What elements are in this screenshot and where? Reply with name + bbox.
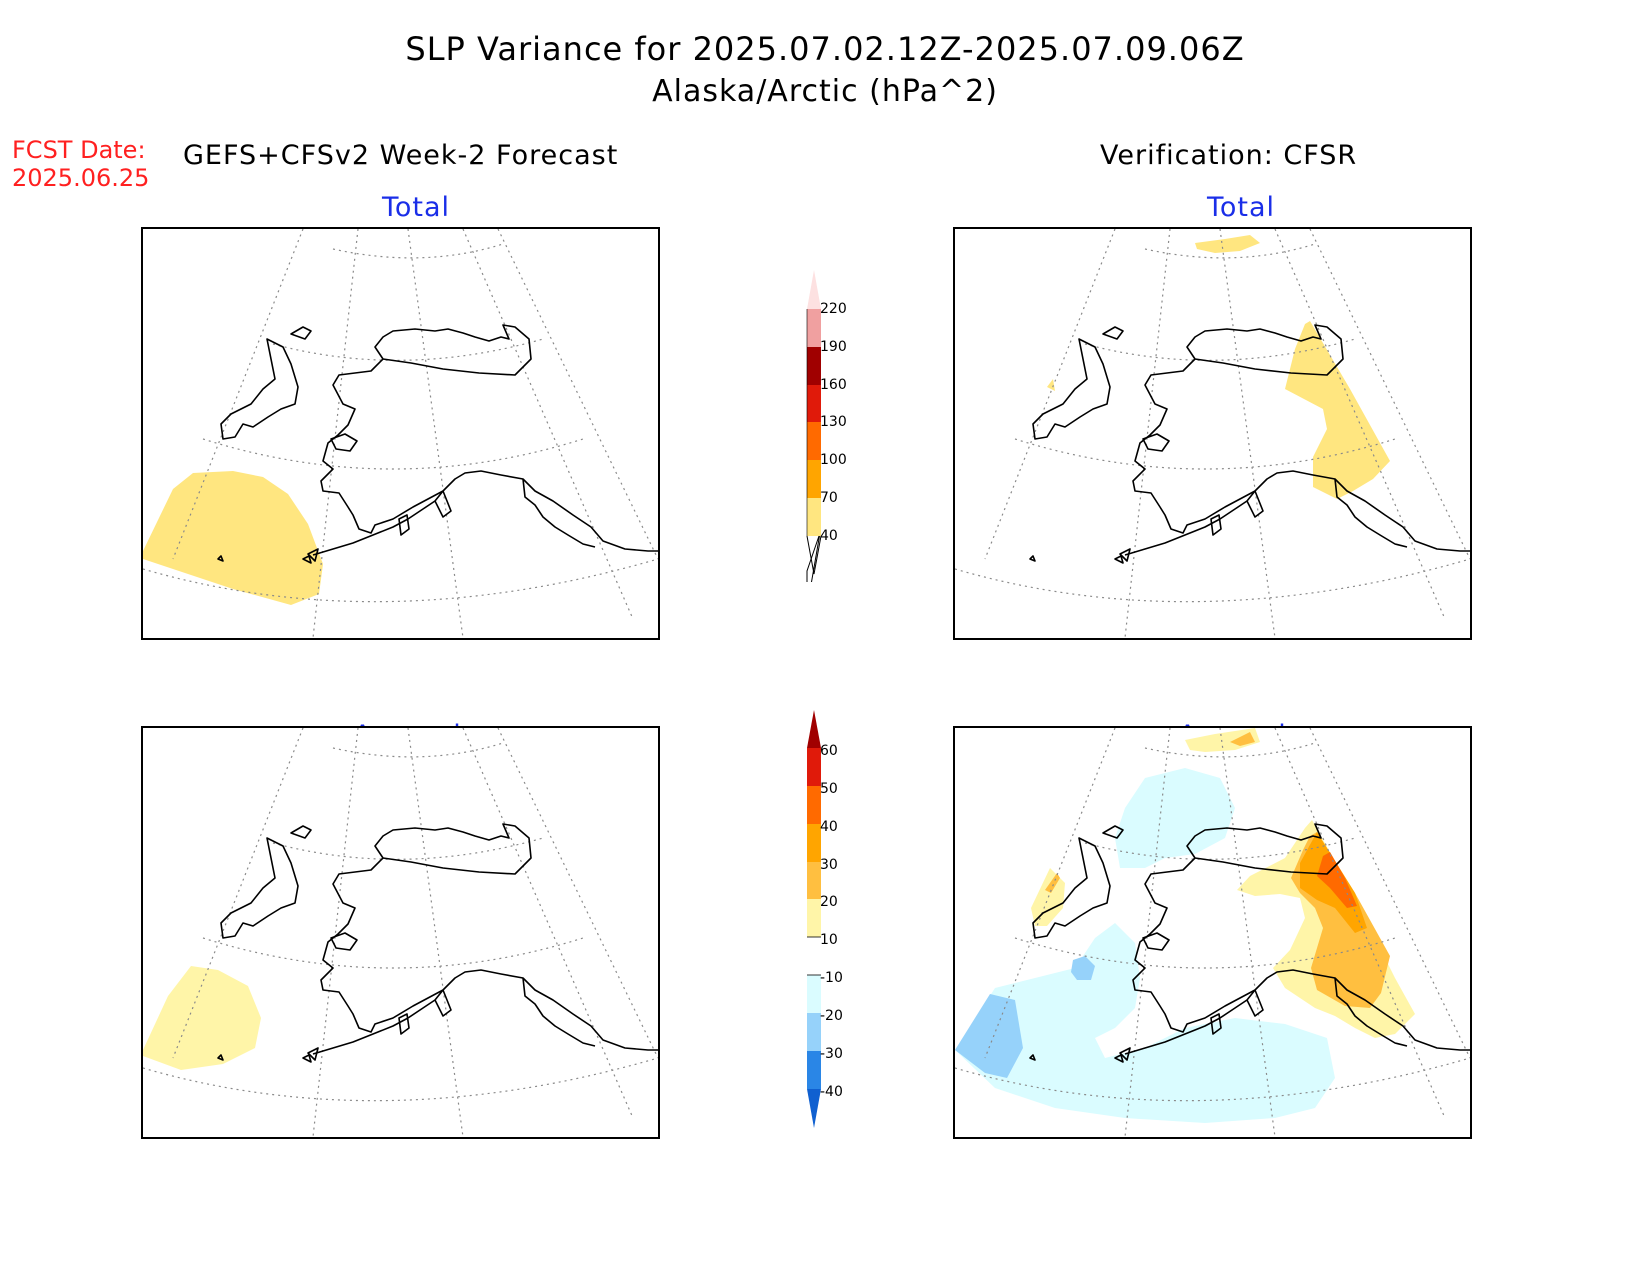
cb-anom-10-20 <box>807 899 821 937</box>
cb-anom-label: -30 <box>820 1046 843 1062</box>
forecast-total-title: Total <box>381 192 451 223</box>
forecast-column-title: GEFS+CFSv2 Week-2 Forecast <box>183 140 619 171</box>
cb-anom-neg40-neg30 <box>807 1051 821 1089</box>
shade-neg10-neg20-north <box>1115 768 1235 868</box>
cb-total-label: 40 <box>820 528 838 544</box>
cb-anom-neg30-neg20 <box>807 1013 821 1051</box>
cb-anom-label: 50 <box>820 781 838 797</box>
cb-anom-neg20-neg10 <box>807 975 821 1013</box>
cb-anom-label: -20 <box>820 1008 843 1024</box>
shade-neg10-neg20-south <box>955 923 1335 1123</box>
cb-total-130-160 <box>807 385 821 422</box>
chart-title: SLP Variance for 2025.07.02.12Z-2025.07.… <box>405 30 1245 68</box>
cb-anom-label: -40 <box>820 1084 843 1100</box>
cb-anom-30-40 <box>807 824 821 862</box>
cb-total-label: 70 <box>820 490 838 506</box>
shade-40-70-north <box>1195 235 1260 253</box>
fcst-date-label: FCST Date: <box>12 136 146 164</box>
cb-total-label: 160 <box>820 377 847 393</box>
cb-total-160-190 <box>807 347 821 385</box>
map-verification-anomaly <box>953 726 1472 1139</box>
shade-20-30-north <box>1230 732 1255 746</box>
cb-anom-label: 40 <box>820 819 838 835</box>
cb-anom-50-60 <box>807 748 821 786</box>
cb-anom-label: 20 <box>820 894 838 910</box>
cb-anom-label: 10 <box>820 932 838 948</box>
shade-neg20-neg30-west <box>955 994 1023 1078</box>
cb-anom-label: 30 <box>820 857 838 873</box>
shade-10-20 <box>143 966 261 1070</box>
chart-subtitle: Alaska/Arctic (hPa^2) <box>652 74 998 109</box>
colorbar-total <box>790 262 860 582</box>
cb-anom-label: -10 <box>820 970 843 986</box>
cb-total-label: 190 <box>820 339 847 355</box>
cb-total-190-220 <box>807 309 821 347</box>
verification-total-title: Total <box>1206 192 1276 223</box>
cb-anom-lt-neg40 <box>807 1089 821 1128</box>
cb-total-label: 130 <box>820 414 847 430</box>
cb-total-70-100 <box>807 460 821 498</box>
cb-anom-20-30 <box>807 862 821 899</box>
cb-total-label: 100 <box>820 452 847 468</box>
verification-column-title: Verification: CFSR <box>1100 140 1358 171</box>
cb-total-40-70 <box>807 498 821 536</box>
cb-total-100-130 <box>807 422 821 460</box>
shade-20-30-west <box>1045 873 1060 893</box>
shade-40-70-east <box>1285 321 1390 499</box>
map-forecast-total <box>141 227 660 640</box>
shade-10-20-north <box>1185 728 1260 752</box>
colorbar-anomaly <box>790 710 860 1140</box>
cb-anom-40-50 <box>807 786 821 824</box>
map-verification-total <box>953 227 1472 640</box>
shade-40-70-west <box>1047 379 1055 391</box>
shade-40-70 <box>143 471 323 605</box>
cb-anom-gt60 <box>807 710 821 748</box>
shade-neg20-neg30-center <box>1071 956 1095 980</box>
cb-total-label: 220 <box>820 301 847 317</box>
map-forecast-anomaly <box>141 726 660 1139</box>
fcst-date-value: 2025.06.25 <box>12 164 150 192</box>
cb-anom-label: 60 <box>820 743 838 759</box>
